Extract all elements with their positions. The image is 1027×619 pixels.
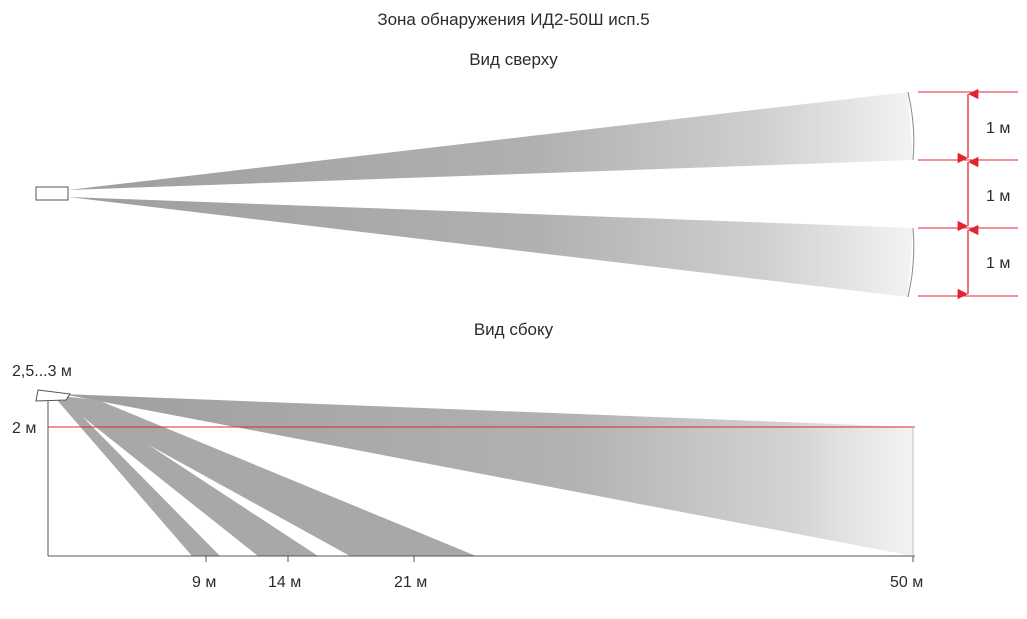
side-beam-9m bbox=[57, 400, 220, 556]
mount-height-label: 2,5...3 м bbox=[12, 363, 72, 380]
detector-side bbox=[35, 389, 71, 402]
side-beam-21m bbox=[60, 396, 476, 556]
top-view-title: Вид сверху bbox=[469, 50, 558, 69]
top-beam-upper bbox=[68, 92, 913, 190]
side-view: 2,5...3 м 2 м 9 м 14 м 21 м 50 м bbox=[12, 363, 923, 591]
top-beam-lower bbox=[68, 197, 913, 297]
side-view-title: Вид сбоку bbox=[473, 320, 554, 339]
top-view: 1 м 1 м 1 м bbox=[35, 88, 1018, 300]
zone-width-label: 1 м bbox=[986, 188, 1010, 205]
detector-top bbox=[35, 186, 69, 201]
diagram-title: Зона обнаружения ИД2-50Ш исп.5 bbox=[377, 10, 650, 29]
distance-label: 21 м bbox=[394, 574, 427, 591]
distance-label: 9 м bbox=[192, 574, 216, 591]
distance-label: 14 м bbox=[268, 574, 301, 591]
height-2m-label: 2 м bbox=[12, 420, 36, 437]
side-beam-14m bbox=[59, 398, 318, 556]
side-beam-50m bbox=[62, 394, 913, 556]
zone-dimensions bbox=[918, 88, 1018, 300]
distance-label: 50 м bbox=[890, 574, 923, 591]
zone-width-label: 1 м bbox=[986, 255, 1010, 272]
zone-width-label: 1 м bbox=[986, 120, 1010, 137]
